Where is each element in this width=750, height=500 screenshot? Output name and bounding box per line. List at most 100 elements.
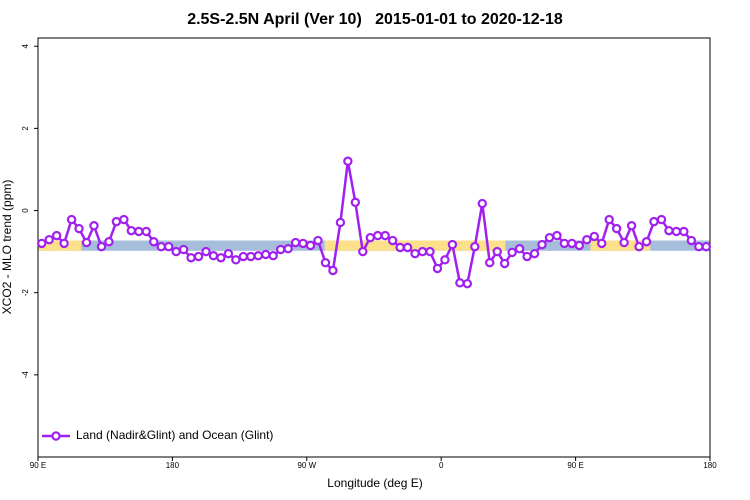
data-point <box>343 156 353 166</box>
data-point <box>261 249 271 260</box>
data-point <box>126 225 137 236</box>
data-point <box>462 278 473 289</box>
data-point <box>425 246 435 257</box>
data-point <box>619 237 629 248</box>
data-point <box>51 230 62 241</box>
data-point <box>238 251 249 262</box>
data-point <box>582 234 592 245</box>
data-point <box>231 255 241 265</box>
data-point <box>477 198 487 209</box>
data-point <box>574 240 585 251</box>
data-point <box>611 223 622 234</box>
data-point <box>81 237 92 248</box>
data-point <box>89 221 99 231</box>
x-tick-label: 90 E <box>30 461 46 470</box>
data-point <box>694 241 704 252</box>
data-point <box>552 230 562 241</box>
data-point <box>455 278 465 288</box>
data-point <box>156 241 166 252</box>
data-point <box>641 237 652 247</box>
data-point <box>447 239 458 250</box>
y-tick-label: 2 <box>21 126 30 131</box>
data-point <box>597 238 607 249</box>
data-point <box>440 255 450 265</box>
data-point <box>320 257 331 268</box>
data-point <box>402 242 413 253</box>
data-point <box>283 244 293 254</box>
data-point <box>492 246 502 257</box>
data-point <box>59 238 69 249</box>
data-point <box>529 248 540 259</box>
data-point <box>432 263 443 274</box>
data-point <box>365 232 375 243</box>
data-point <box>208 251 219 261</box>
data-point <box>134 226 144 237</box>
data-point <box>499 258 510 269</box>
data-point <box>604 214 614 225</box>
data-point <box>253 251 263 261</box>
data-point <box>537 239 547 250</box>
data-point <box>656 214 667 225</box>
data-point <box>507 247 517 258</box>
x-tick-label: 180 <box>703 461 717 470</box>
data-point <box>335 217 346 228</box>
data-point <box>44 234 54 245</box>
data-point <box>74 223 84 234</box>
data-point <box>686 235 697 246</box>
data-point <box>298 238 308 249</box>
data-point <box>664 225 674 236</box>
data-point <box>328 265 338 276</box>
data-point <box>275 244 286 255</box>
data-point <box>544 232 555 243</box>
reference-band <box>324 240 506 251</box>
data-point <box>111 216 122 227</box>
data-point <box>485 257 495 268</box>
chart-title: 2.5S-2.5N April (Ver 10) 2015-01-01 to 2… <box>187 11 563 28</box>
data-point <box>417 246 428 257</box>
x-tick-label: 90 E <box>567 461 583 470</box>
legend-label: Land (Nadir&Glint) and Ocean (Glint) <box>76 428 273 442</box>
data-point <box>66 214 77 225</box>
data-point <box>358 246 368 257</box>
data-point <box>246 251 256 262</box>
data-point <box>649 216 659 227</box>
y-tick-label: -4 <box>21 371 30 379</box>
y-axis-label: XCO2 - MLO trend (ppm) <box>0 180 14 315</box>
reference-band <box>590 240 651 251</box>
data-point <box>373 230 383 241</box>
x-tick-label: 90 W <box>297 461 316 470</box>
data-point <box>163 241 174 252</box>
data-point <box>679 226 689 237</box>
data-point <box>119 214 129 225</box>
x-tick-label: 0 <box>439 461 444 470</box>
data-point <box>559 238 570 249</box>
reference-band <box>38 240 82 251</box>
data-point <box>313 235 323 246</box>
data-point <box>104 237 114 247</box>
data-point <box>96 241 107 252</box>
data-point <box>380 230 390 241</box>
data-point <box>589 231 599 242</box>
data-point <box>149 237 159 247</box>
data-point <box>305 240 316 251</box>
y-tick-label: -2 <box>21 289 30 297</box>
data-point <box>268 251 278 261</box>
data-point <box>671 226 682 237</box>
data-point <box>387 235 398 246</box>
data-point <box>522 251 532 262</box>
legend-marker <box>51 431 61 441</box>
data-point <box>141 226 151 237</box>
data-point <box>395 242 405 253</box>
data-point <box>223 248 234 259</box>
legend: Land (Nadir&Glint) and Ocean (Glint) <box>42 428 273 442</box>
data-point <box>701 241 711 252</box>
y-tick-label: 0 <box>21 208 30 213</box>
data-point <box>410 248 420 259</box>
data-point <box>37 238 47 249</box>
data-point <box>634 241 644 252</box>
data-point <box>350 197 361 208</box>
data-point <box>216 253 226 263</box>
data-point <box>470 241 480 252</box>
